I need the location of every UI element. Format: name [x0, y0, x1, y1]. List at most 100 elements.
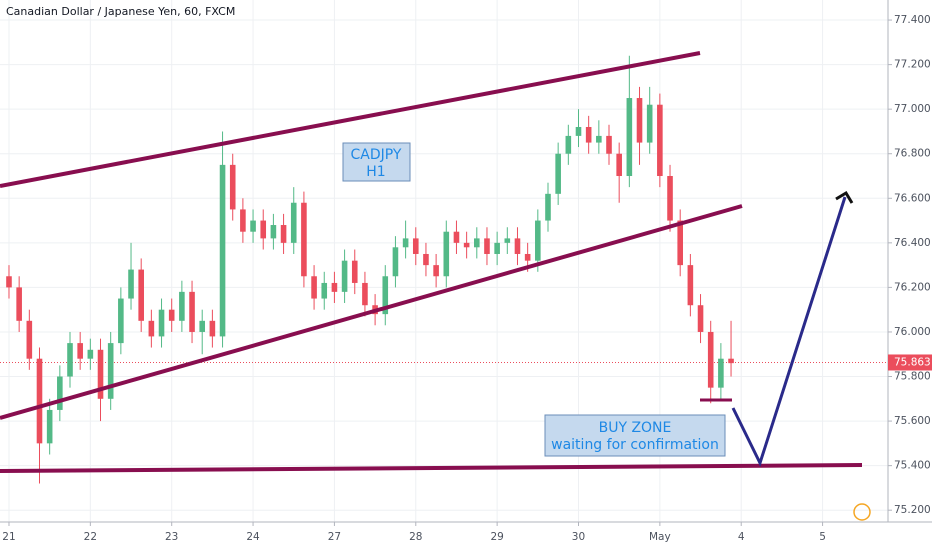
candle-body	[280, 225, 287, 243]
candle-body	[67, 343, 73, 377]
candle-body	[250, 220, 256, 232]
candle-body	[189, 291, 195, 332]
y-tick-label: 76.400	[894, 237, 931, 249]
candle-body	[514, 238, 521, 254]
candle-body	[158, 309, 165, 337]
candle-body	[412, 238, 419, 254]
label-box	[544, 414, 726, 457]
candle-body	[46, 409, 53, 444]
y-tick-label: 77.000	[894, 103, 931, 115]
candle-body	[555, 153, 561, 194]
annotation: BUY ZONE	[599, 420, 672, 436]
axes: 75.200 75.400 75.600 75.800 76.000 76.200 76.4…	[2, 14, 932, 543]
x-tick-label: 22	[84, 531, 97, 543]
y-tick-label: 76.800	[894, 148, 931, 160]
candle-body	[97, 349, 104, 399]
candle-body	[585, 126, 592, 143]
candle-body	[16, 287, 22, 321]
x-tick-label: 28	[409, 531, 422, 543]
candle-body	[565, 135, 572, 154]
x-tick-label: 21	[2, 531, 15, 543]
candle-body	[199, 320, 206, 332]
candle-body	[718, 358, 724, 388]
candle-body	[179, 291, 185, 321]
annotation: waiting for confirmation	[551, 437, 719, 453]
candle-body	[128, 269, 134, 299]
candle-body	[240, 209, 246, 232]
candle-body	[494, 242, 500, 254]
x-tick-label: 29	[490, 531, 503, 543]
candle-body	[484, 238, 490, 254]
candle-body	[535, 220, 541, 261]
candle-body	[545, 193, 551, 221]
logo-icon	[853, 503, 871, 521]
candle-body	[382, 276, 389, 315]
candle-body	[138, 269, 144, 321]
y-tick-label: 75.800	[894, 371, 931, 383]
x-tick-label: 24	[246, 531, 260, 543]
annotation: H1	[366, 164, 385, 180]
candle-body	[606, 135, 612, 154]
channel-upper	[0, 51, 701, 188]
candle-body	[524, 253, 531, 261]
candle-body	[341, 260, 348, 292]
candle-body	[667, 176, 673, 221]
candle-body	[433, 265, 439, 277]
x-tick-label: 5	[819, 531, 826, 543]
candle-body	[36, 358, 43, 444]
candle-body	[219, 164, 226, 337]
x-tick-label: 4	[738, 531, 745, 543]
candle-body	[677, 220, 683, 266]
candle-body	[290, 202, 297, 243]
candle-body	[148, 320, 155, 337]
candle-body	[636, 98, 643, 143]
last-price-box	[888, 354, 932, 371]
x-tick-label: May	[649, 531, 671, 543]
x-tick-label: 23	[165, 531, 178, 543]
y-tick-label: 75.600	[894, 415, 931, 427]
y-tick-label: 75.400	[894, 460, 931, 472]
candle-body	[321, 282, 328, 299]
candle-body	[57, 376, 63, 410]
candle-body	[423, 253, 429, 266]
candle-body	[596, 135, 602, 143]
candle-body	[87, 349, 94, 359]
candle-body	[107, 343, 114, 399]
candle-body	[270, 225, 277, 239]
candle-body	[657, 104, 663, 177]
drawings: CADJPY H1 BUY ZONE waiting for confirmat…	[0, 51, 863, 473]
candle-body	[260, 220, 267, 239]
candle-body	[77, 343, 83, 359]
candle-body	[616, 153, 622, 177]
candle-body	[707, 331, 714, 388]
annotation: CADJPY	[351, 147, 402, 163]
candle-body	[443, 231, 450, 277]
y-tick-label: 77.200	[894, 59, 931, 71]
candle-body	[6, 276, 12, 288]
candle-body	[209, 320, 216, 337]
y-tick-label: 76.600	[894, 192, 931, 204]
candle-body	[362, 282, 368, 306]
arrow-head	[835, 190, 854, 204]
y-tick-label: 76.000	[894, 326, 931, 338]
last-price-label: 75.863	[894, 356, 931, 368]
y-tick-label: 76.200	[894, 281, 931, 293]
channel-lower	[0, 204, 743, 420]
candle-body	[697, 305, 704, 332]
candle-body	[728, 358, 734, 364]
candle-body	[687, 265, 694, 306]
y-tick-label: 77.400	[894, 14, 931, 26]
candle-body	[168, 309, 175, 321]
chart-title: Canadian Dollar / Japanese Yen, 60, FXCM	[6, 5, 235, 18]
candle-body	[331, 282, 338, 292]
candles	[6, 55, 734, 484]
candle-body	[26, 320, 33, 359]
candle-body	[301, 202, 307, 277]
candle-body	[504, 238, 511, 243]
candle-body	[402, 238, 409, 248]
candle-body	[463, 242, 470, 248]
candle-body	[118, 298, 124, 344]
candle-body	[626, 98, 633, 177]
